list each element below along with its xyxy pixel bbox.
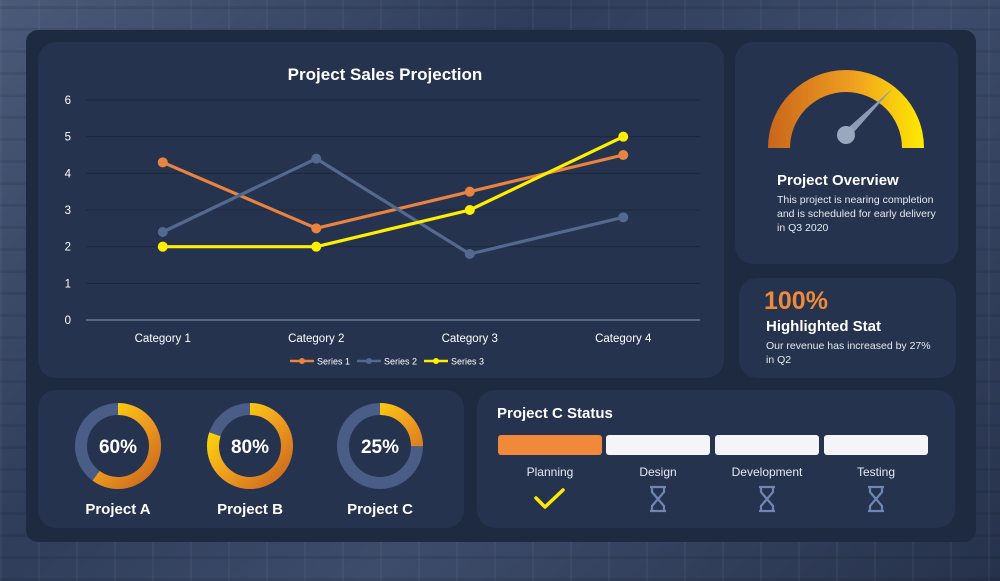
x-tick-label: Category 1 bbox=[135, 333, 191, 345]
y-tick-label: 2 bbox=[65, 242, 71, 254]
stage-label-planning: Planning bbox=[526, 465, 574, 479]
legend-label: Series 2 bbox=[384, 357, 417, 367]
line-chart: Project Sales Projection 0 1 2 3 4 5 6 Categor… bbox=[65, 65, 700, 367]
data-point bbox=[311, 223, 322, 234]
stage-label-design: Design bbox=[639, 465, 677, 479]
y-tick-label: 0 bbox=[65, 315, 71, 327]
data-point bbox=[157, 241, 168, 252]
overview-title: Project Overview bbox=[777, 172, 899, 189]
data-point bbox=[464, 249, 475, 259]
checkmark-icon bbox=[534, 488, 565, 509]
project-name: Project A bbox=[85, 501, 150, 518]
stat-title: Highlighted Stat bbox=[766, 318, 881, 335]
legend-label: Series 1 bbox=[317, 357, 350, 367]
legend-marker bbox=[366, 358, 372, 364]
hourglass-icon bbox=[868, 485, 884, 513]
x-tick-label: Category 4 bbox=[595, 333, 652, 345]
donut-progress bbox=[75, 403, 161, 489]
donut-percent: 25% bbox=[361, 437, 399, 458]
data-point bbox=[464, 186, 475, 197]
stage-bar-planning bbox=[498, 435, 602, 455]
y-tick-label: 1 bbox=[65, 278, 71, 290]
gauge-hub bbox=[837, 126, 855, 144]
series-line bbox=[162, 157, 624, 256]
y-tick-label: 3 bbox=[65, 205, 71, 217]
y-tick-label: 6 bbox=[65, 95, 71, 107]
stage-bar-design bbox=[606, 435, 710, 455]
series-line bbox=[162, 153, 624, 230]
data-point bbox=[157, 227, 168, 237]
stat-text: Our revenue has increased by 27% in Q2 bbox=[766, 340, 931, 366]
y-tick-label: 5 bbox=[65, 132, 71, 144]
donut-percent: 60% bbox=[99, 437, 137, 458]
donut-percent: 80% bbox=[231, 437, 269, 458]
gauge-arc bbox=[768, 70, 924, 148]
stage-bar-development bbox=[715, 435, 819, 455]
donut-progress bbox=[337, 403, 423, 489]
data-point bbox=[311, 241, 322, 252]
data-point bbox=[618, 212, 629, 223]
data-point bbox=[464, 205, 475, 215]
hourglass-icon bbox=[759, 485, 775, 513]
data-point bbox=[157, 157, 168, 168]
stat-panel bbox=[739, 278, 956, 378]
y-tick-label: 4 bbox=[65, 168, 72, 180]
x-tick-label: Category 2 bbox=[288, 333, 344, 345]
chart-series bbox=[157, 131, 629, 259]
data-point bbox=[618, 150, 629, 160]
legend-label: Series 3 bbox=[451, 357, 484, 367]
stat-value: 100% bbox=[764, 287, 828, 315]
donut-progress bbox=[207, 403, 293, 489]
chart-legend: Series 1 Series 2 Series 3 bbox=[290, 357, 484, 367]
legend-marker bbox=[433, 358, 439, 364]
project-name: Project B bbox=[217, 501, 283, 518]
x-tick-label: Category 3 bbox=[442, 333, 498, 345]
hourglass-icon bbox=[650, 485, 666, 513]
stage-bar-testing bbox=[824, 435, 928, 455]
gauge bbox=[768, 70, 924, 148]
status-panel bbox=[477, 390, 955, 528]
x-axis-ticks: Category 1 Category 2 Category 3 Category 4 bbox=[135, 333, 652, 345]
y-axis-ticks: 0 1 2 3 4 5 6 bbox=[65, 95, 72, 327]
gauge-needle bbox=[843, 88, 893, 138]
status-title: Project C Status bbox=[497, 405, 613, 422]
overview-text: This project is nearing completion and i… bbox=[777, 194, 936, 234]
project-name: Project C bbox=[347, 501, 413, 518]
chart-title: Project Sales Projection bbox=[288, 65, 483, 84]
project-donuts: 60% Project A 80% Project B 25% Project C bbox=[75, 403, 423, 518]
legend-marker bbox=[299, 358, 305, 364]
series-line bbox=[162, 135, 624, 249]
data-point bbox=[618, 131, 629, 142]
data-point bbox=[311, 153, 322, 164]
stage-label-testing: Testing bbox=[856, 465, 896, 479]
stage-label-development: Development bbox=[731, 465, 803, 479]
